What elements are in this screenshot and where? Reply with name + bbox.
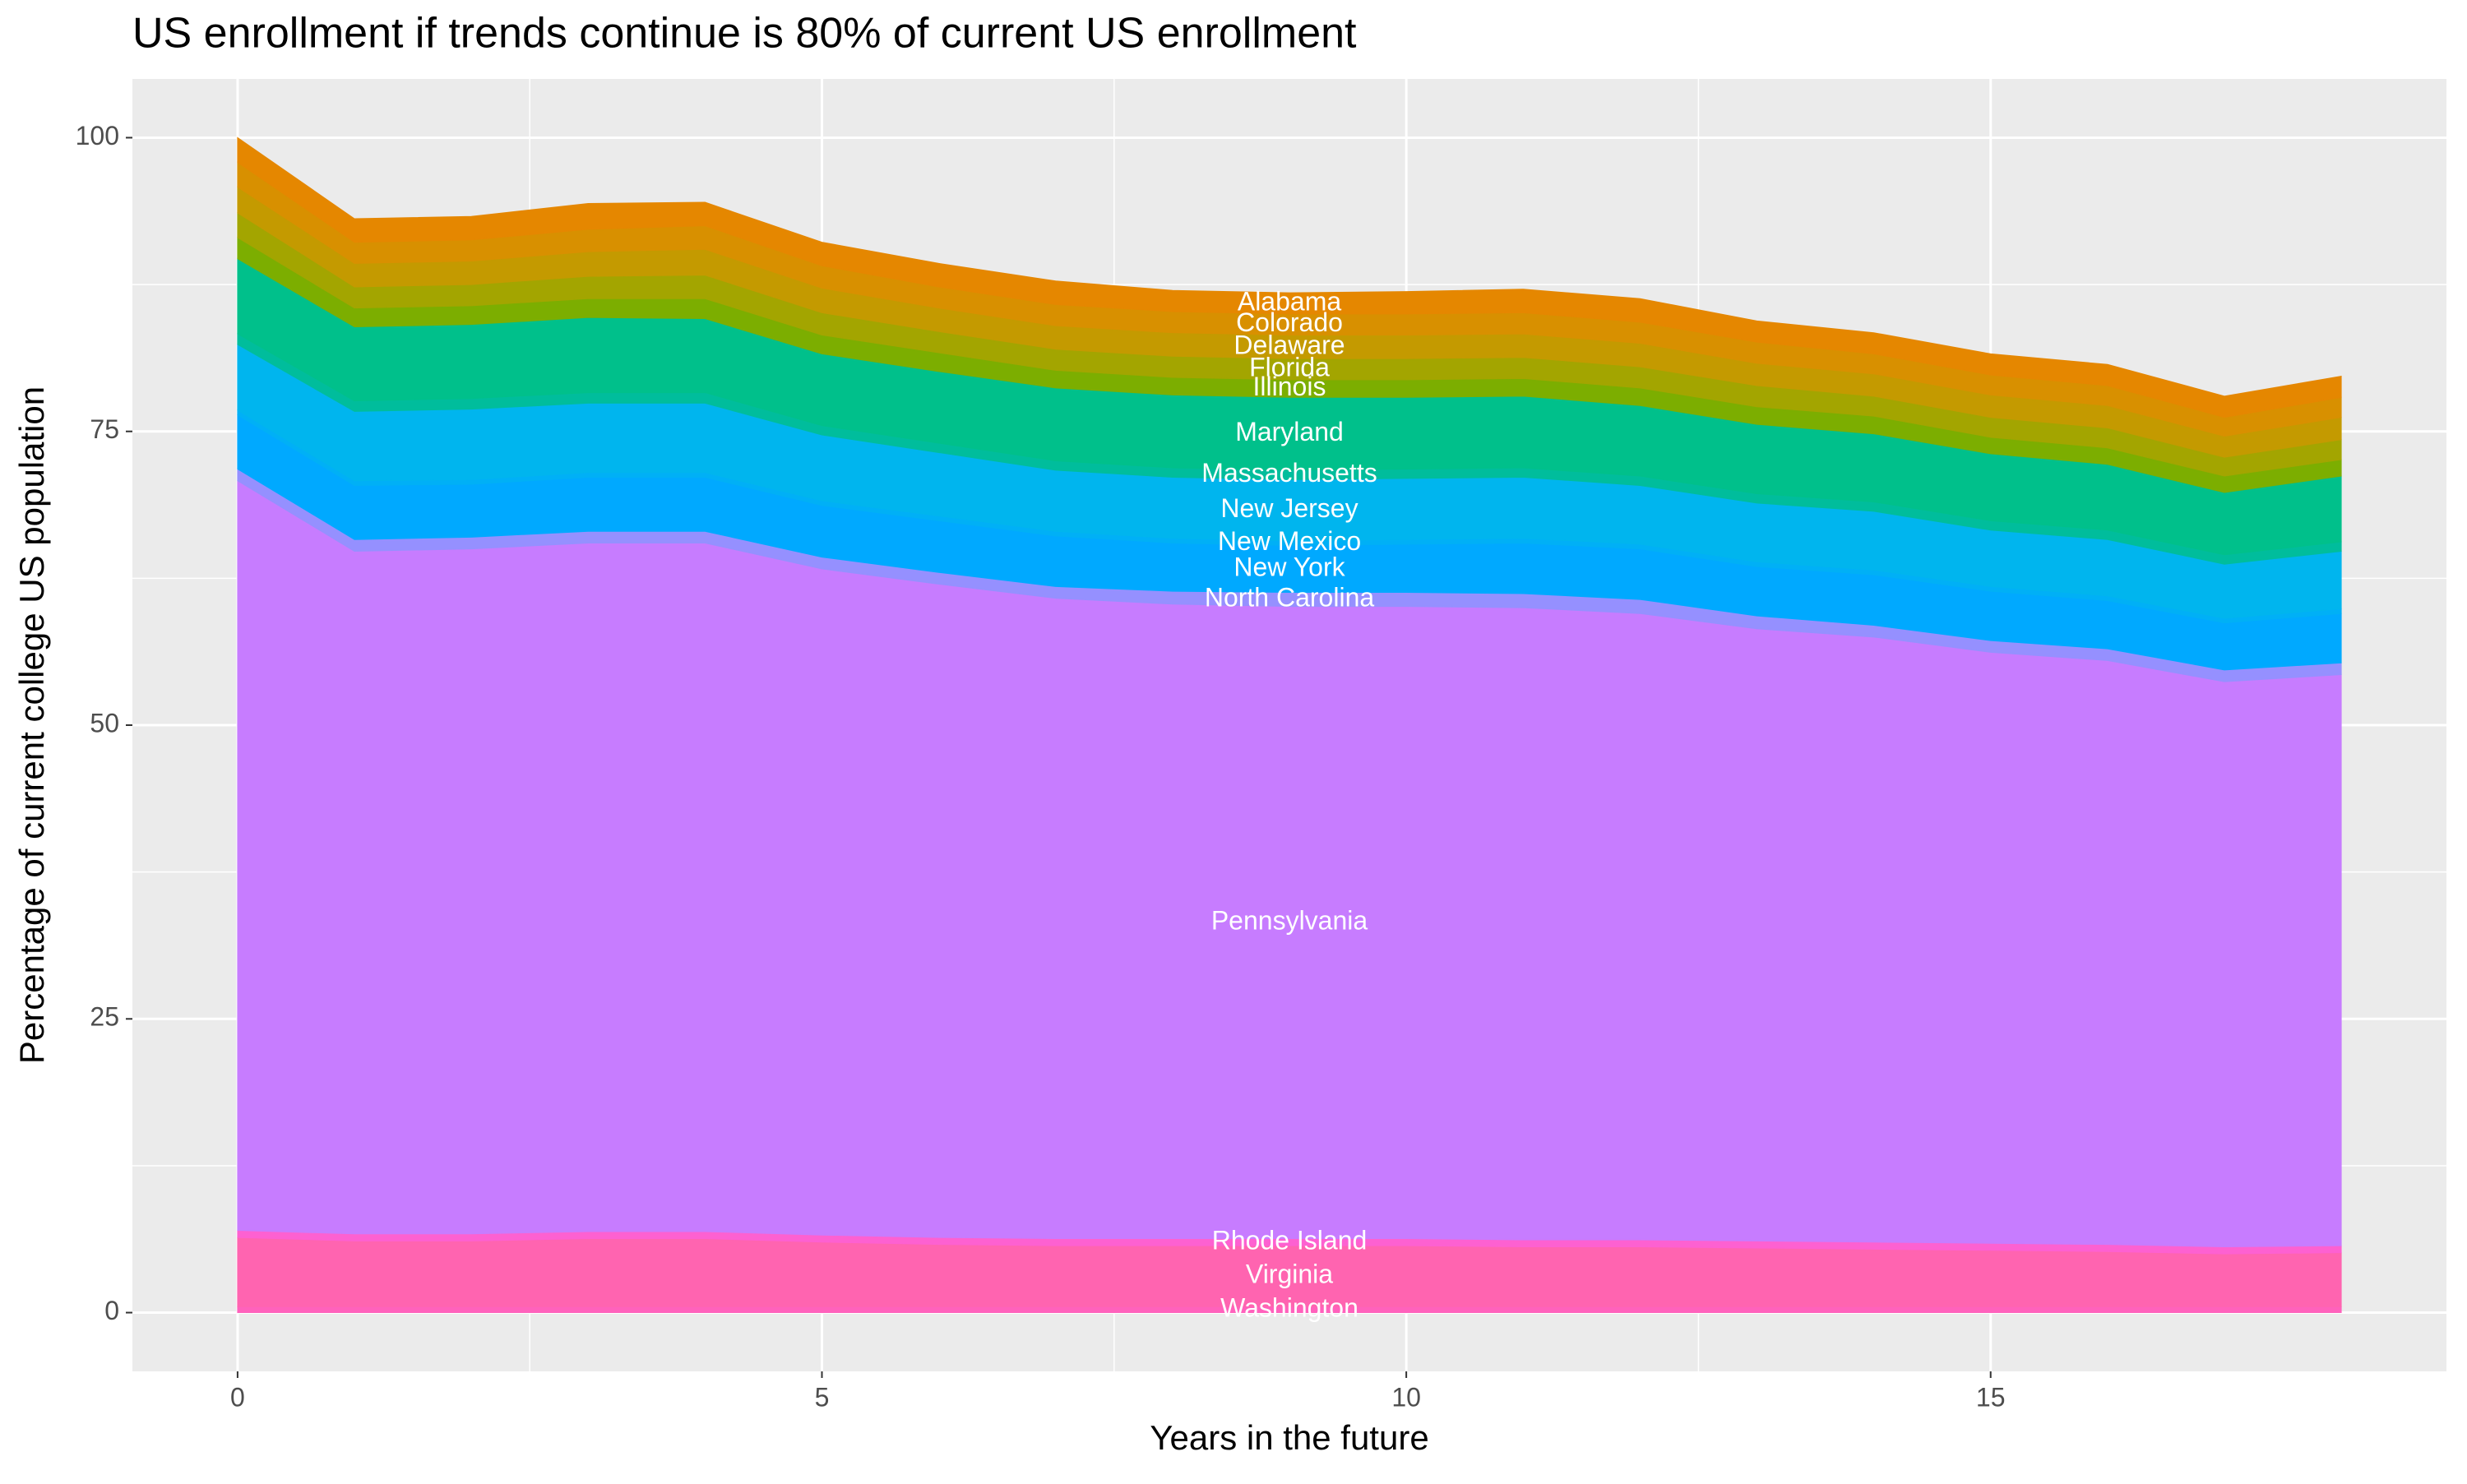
area-label: Maryland: [1235, 417, 1344, 446]
chart-title: US enrollment if trends continue is 80% …: [132, 10, 1357, 58]
y-tick-label: 25: [90, 1002, 119, 1032]
area: [237, 136, 2342, 418]
area-label: New York: [1234, 552, 1345, 581]
area-label: North Carolina: [1205, 583, 1375, 613]
area-label: New Mexico: [1218, 526, 1361, 556]
area-label: Rhode Island: [1212, 1225, 1368, 1255]
area-label: Illinois: [1253, 372, 1326, 401]
area-label: Virginia: [1246, 1260, 1333, 1289]
area-label: New Jersey: [1220, 493, 1358, 523]
area-label: Pennsylvania: [1211, 906, 1368, 936]
area-label: Massachusetts: [1201, 458, 1377, 488]
x-tick-label: 15: [1976, 1382, 2006, 1412]
area-label: Delaware: [1234, 330, 1345, 359]
area-label: Florida: [1249, 352, 1330, 381]
area-label: Alabama: [1238, 286, 1342, 316]
y-tick-label: 0: [104, 1296, 119, 1325]
x-tick-label: 0: [230, 1382, 245, 1412]
area-label: Colorado: [1236, 307, 1343, 337]
y-tick-label: 100: [76, 121, 119, 150]
area-label: Washington: [1220, 1292, 1358, 1322]
x-tick-label: 10: [1391, 1382, 1421, 1412]
x-tick-label: 5: [815, 1382, 830, 1412]
x-axis-title: Years in the future: [1150, 1418, 1428, 1457]
y-axis-title: Percentage of current college US populat…: [12, 386, 51, 1064]
y-tick-label: 50: [90, 708, 119, 737]
y-tick-label: 75: [90, 414, 119, 444]
